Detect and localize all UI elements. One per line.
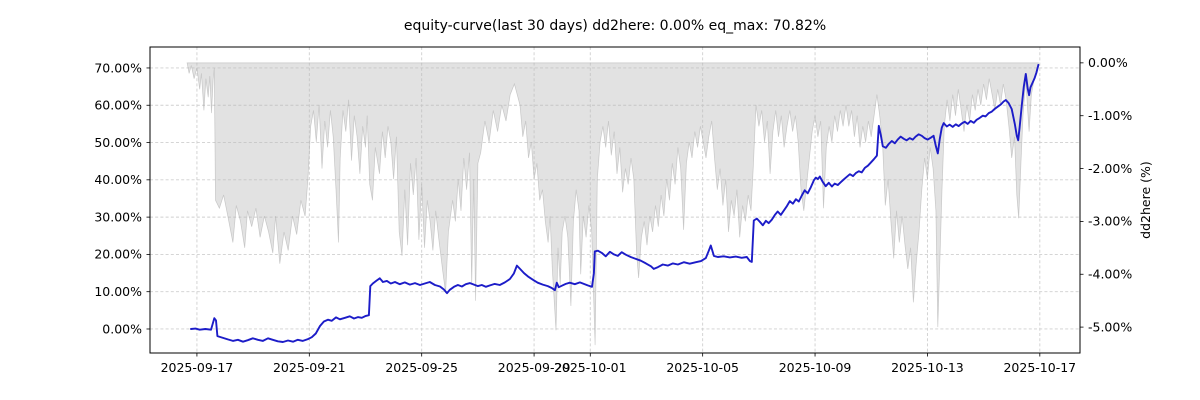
y-left-tick-label: 60.00% — [94, 98, 142, 113]
y-left-tick-label: 0.00% — [102, 321, 142, 336]
x-tick-label: 2025-09-29 — [498, 360, 571, 375]
equity-line — [190, 63, 1040, 343]
y-right-tick-label: 0.00% — [1088, 55, 1128, 70]
y-right-tick-label: -3.00% — [1088, 214, 1132, 229]
x-tick-label: 2025-09-21 — [273, 360, 346, 375]
y-left-tick-label: 50.00% — [94, 135, 142, 150]
tick-marks — [146, 62, 1084, 357]
plot-border — [149, 46, 1081, 354]
x-tick-label: 2025-09-25 — [385, 360, 458, 375]
chart-title: equity-curve(last 30 days) dd2here: 0.00… — [403, 18, 827, 34]
y-left-tick-label: 20.00% — [94, 247, 142, 262]
y-right-tick-label: -4.00% — [1088, 267, 1132, 282]
y-left-tick-label: 10.00% — [94, 284, 142, 299]
y-left-tick-label: 70.00% — [94, 60, 142, 75]
x-tick-label: 2025-10-17 — [1003, 360, 1076, 375]
y-right-tick-label: -1.00% — [1088, 108, 1132, 123]
y-left-tick-label: 40.00% — [94, 172, 142, 187]
y-right-tick-label: -5.00% — [1088, 319, 1132, 334]
x-tick-label: 2025-10-13 — [891, 360, 964, 375]
tick-labels: 70.00% 60.00% 50.00% 40.00% 30.00% 20.00% 10.0… — [94, 55, 1132, 375]
x-tick-label: 2025-10-05 — [666, 360, 739, 375]
drawdown-area — [186, 62, 1039, 346]
y-right-tick-label: -2.00% — [1088, 161, 1132, 176]
right-axis-label: dd2here (%) — [1138, 161, 1153, 239]
x-tick-label: 2025-09-17 — [161, 360, 234, 375]
y-left-tick-label: 30.00% — [94, 209, 142, 224]
x-tick-label: 2025-10-09 — [779, 360, 852, 375]
x-tick-label: 2025-10-01 — [554, 360, 627, 375]
